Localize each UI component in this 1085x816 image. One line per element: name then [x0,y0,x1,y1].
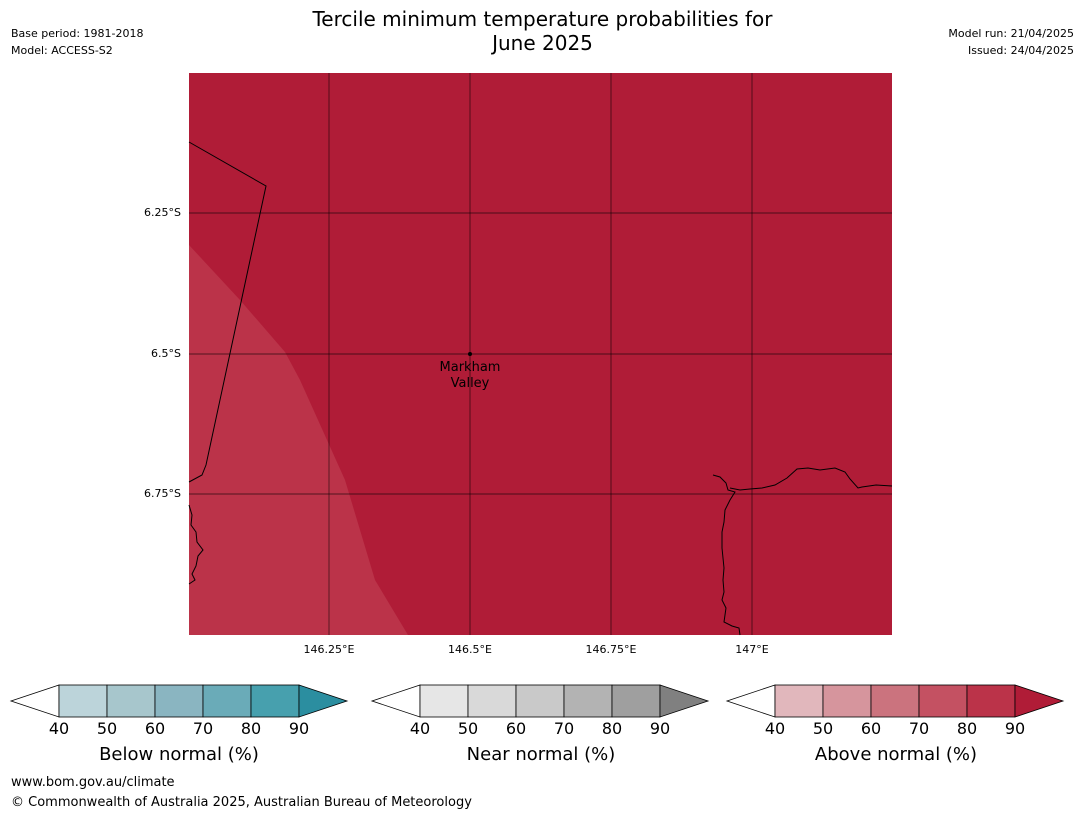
title-line-2: June 2025 [492,31,593,55]
colorbar-segment [154,684,204,718]
lon-label-146-25: 146.25°E [303,643,355,656]
title-line-1: Tercile minimum temperature probabilitie… [312,7,773,31]
colorbar-tick-label: 70 [553,719,575,738]
colorbar-tick-label: 60 [144,719,166,738]
admin-boundary-line [188,141,267,483]
colorbar-segment [515,684,565,718]
west-coastline [188,504,204,585]
colorbar-tick-label: 60 [860,719,882,738]
colorbar-title-above-normal: Above normal (%) [814,744,978,765]
colorbar-tick-label: 60 [505,719,527,738]
colorbar-tick-label: 80 [956,719,978,738]
colorbar-below-normal [9,684,349,718]
header-meta-left: Base period: 1981-2018 Model: ACCESS-S2 [11,25,143,59]
gulf-west-coastline [712,474,741,636]
place-label-line-1: Markham [439,360,501,375]
colorbar-tick-label: 70 [908,719,930,738]
colorbar-tick-label: 40 [764,719,786,738]
colorbar-tick-label: 50 [812,719,834,738]
colorbar-tick-label: 90 [649,719,671,738]
lon-label-147: 147°E [735,643,769,656]
gulf-north-coastline [729,467,893,491]
colorbar-title-near-normal: Near normal (%) [466,744,616,765]
colorbar-segment [611,684,661,718]
colorbar-extend-low [370,684,421,718]
colorbar-segment [774,684,824,718]
colorbar-tick-label: 80 [240,719,262,738]
map-boundaries [188,141,893,636]
colorbar-tick-label: 90 [1004,719,1026,738]
colorbar-segment [202,684,252,718]
lat-label-6-75: 6.75°S [144,487,181,500]
colorbar-tick-label: 70 [192,719,214,738]
colorbar-above-normal [725,684,1065,718]
colorbar-tick-label: 40 [48,719,70,738]
colorbar-segment [58,684,108,718]
model-run-text: Model run: 21/04/2025 [948,27,1074,40]
lat-label-6-25: 6.25°S [144,206,181,219]
colorbar-tick-label: 50 [96,719,118,738]
colorbar-segment [106,684,156,718]
lon-label-146-5: 146.5°E [448,643,492,656]
map-gridlines [189,73,892,635]
colorbar-tick-label: 90 [288,719,310,738]
page-title: Tercile minimum temperature probabilitie… [200,7,885,55]
colorbar-segment [822,684,872,718]
colorbar-segment [966,684,1016,718]
colorbar-segment [870,684,920,718]
lat-label-6-5: 6.5°S [151,347,181,360]
colorbar-extend-high [298,684,349,718]
colorbar-extend-high [659,684,710,718]
map-lighter-region [189,245,408,635]
place-label-line-2: Valley [450,376,490,391]
header-meta-right: Model run: 21/04/2025 Issued: 24/04/2025 [948,25,1074,59]
footer-copyright: © Commonwealth of Australia 2025, Austra… [11,795,472,810]
colorbar-segment [419,684,469,718]
colorbar-segment [467,684,517,718]
model-text: Model: ACCESS-S2 [11,44,113,57]
colorbar-extend-low [9,684,60,718]
colorbar-extend-low [725,684,776,718]
colorbar-near-normal [370,684,710,718]
lon-label-146-75: 146.75°E [585,643,637,656]
colorbar-title-below-normal: Below normal (%) [99,744,259,765]
issued-text: Issued: 24/04/2025 [967,44,1074,57]
colorbar-extend-high [1014,684,1065,718]
colorbar-segment [250,684,300,718]
probability-map [188,73,893,636]
place-label-markham-valley: Markham Valley [410,360,530,392]
colorbar-segment [918,684,968,718]
colorbar-tick-label: 40 [409,719,431,738]
markham-valley-marker [468,352,472,356]
colorbar-segment [563,684,613,718]
colorbar-tick-label: 80 [601,719,623,738]
colorbars [9,684,1065,718]
footer-url: www.bom.gov.au/climate [11,775,175,790]
base-period-text: Base period: 1981-2018 [11,27,144,40]
colorbar-tick-label: 50 [457,719,479,738]
